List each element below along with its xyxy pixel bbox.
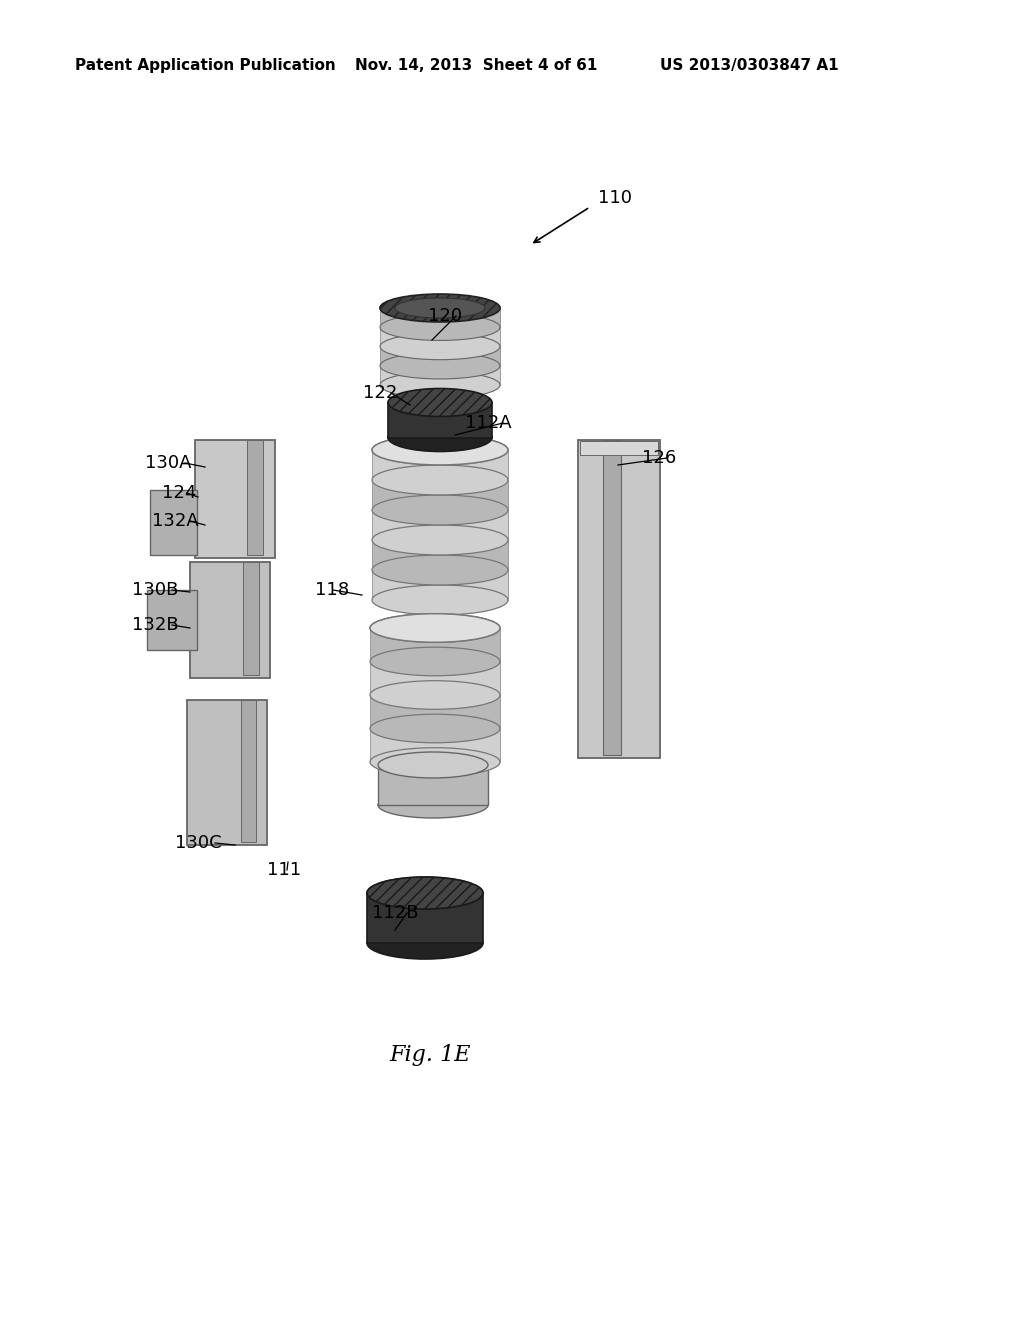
Text: 120: 120 — [428, 308, 462, 325]
Ellipse shape — [370, 747, 500, 776]
Bar — [602, 440, 621, 755]
Polygon shape — [578, 440, 660, 758]
Text: 132A: 132A — [152, 512, 199, 531]
Ellipse shape — [388, 424, 492, 451]
Text: 112B: 112B — [372, 904, 419, 921]
Ellipse shape — [372, 585, 508, 615]
Ellipse shape — [372, 436, 508, 465]
Ellipse shape — [378, 752, 488, 777]
Polygon shape — [150, 490, 197, 554]
Bar — [388, 403, 492, 437]
Ellipse shape — [372, 436, 508, 465]
Bar — [380, 327, 500, 346]
Bar — [370, 628, 500, 661]
Bar — [367, 894, 483, 942]
Bar — [370, 729, 500, 762]
Ellipse shape — [380, 294, 500, 321]
Bar — [370, 696, 500, 729]
Ellipse shape — [367, 927, 483, 960]
Text: 130A: 130A — [145, 454, 191, 473]
Text: 112A: 112A — [465, 414, 512, 432]
Ellipse shape — [372, 495, 508, 525]
Bar — [380, 308, 500, 327]
Text: Nov. 14, 2013  Sheet 4 of 61: Nov. 14, 2013 Sheet 4 of 61 — [355, 58, 597, 73]
Bar — [380, 346, 500, 366]
Ellipse shape — [367, 876, 483, 909]
Bar — [372, 570, 508, 601]
Bar — [247, 440, 263, 554]
Ellipse shape — [370, 614, 500, 643]
Ellipse shape — [380, 294, 500, 322]
Text: Fig. 1E: Fig. 1E — [389, 1044, 471, 1067]
Ellipse shape — [380, 333, 500, 360]
Bar — [372, 450, 508, 480]
Ellipse shape — [370, 681, 500, 709]
Bar — [370, 661, 500, 696]
Ellipse shape — [370, 614, 500, 643]
Text: US 2013/0303847 A1: US 2013/0303847 A1 — [660, 58, 839, 73]
Text: 122: 122 — [362, 384, 397, 403]
Ellipse shape — [380, 294, 500, 321]
Ellipse shape — [380, 352, 500, 379]
Bar — [242, 700, 256, 842]
Text: 126: 126 — [642, 449, 676, 467]
Bar — [243, 562, 259, 675]
Bar — [372, 480, 508, 510]
Ellipse shape — [370, 714, 500, 743]
Polygon shape — [195, 440, 275, 558]
Ellipse shape — [380, 372, 500, 399]
Ellipse shape — [372, 554, 508, 585]
Text: 130B: 130B — [132, 581, 178, 599]
Ellipse shape — [370, 647, 500, 676]
Ellipse shape — [367, 876, 483, 909]
Polygon shape — [190, 562, 270, 678]
Text: 130C: 130C — [175, 834, 221, 851]
Bar — [580, 441, 658, 455]
Text: Patent Application Publication: Patent Application Publication — [75, 58, 336, 73]
Text: 111: 111 — [267, 861, 301, 879]
Ellipse shape — [395, 298, 485, 318]
Polygon shape — [187, 700, 267, 845]
Bar — [380, 366, 500, 385]
Text: 124: 124 — [162, 484, 197, 502]
Polygon shape — [147, 590, 197, 649]
Ellipse shape — [388, 388, 492, 417]
Text: 132B: 132B — [132, 616, 178, 634]
Text: 118: 118 — [315, 581, 349, 599]
Ellipse shape — [378, 792, 488, 818]
Ellipse shape — [372, 525, 508, 554]
Bar — [372, 540, 508, 570]
Bar — [378, 766, 488, 805]
Ellipse shape — [372, 465, 508, 495]
Bar — [372, 510, 508, 540]
Text: 110: 110 — [598, 189, 632, 207]
Ellipse shape — [380, 314, 500, 341]
